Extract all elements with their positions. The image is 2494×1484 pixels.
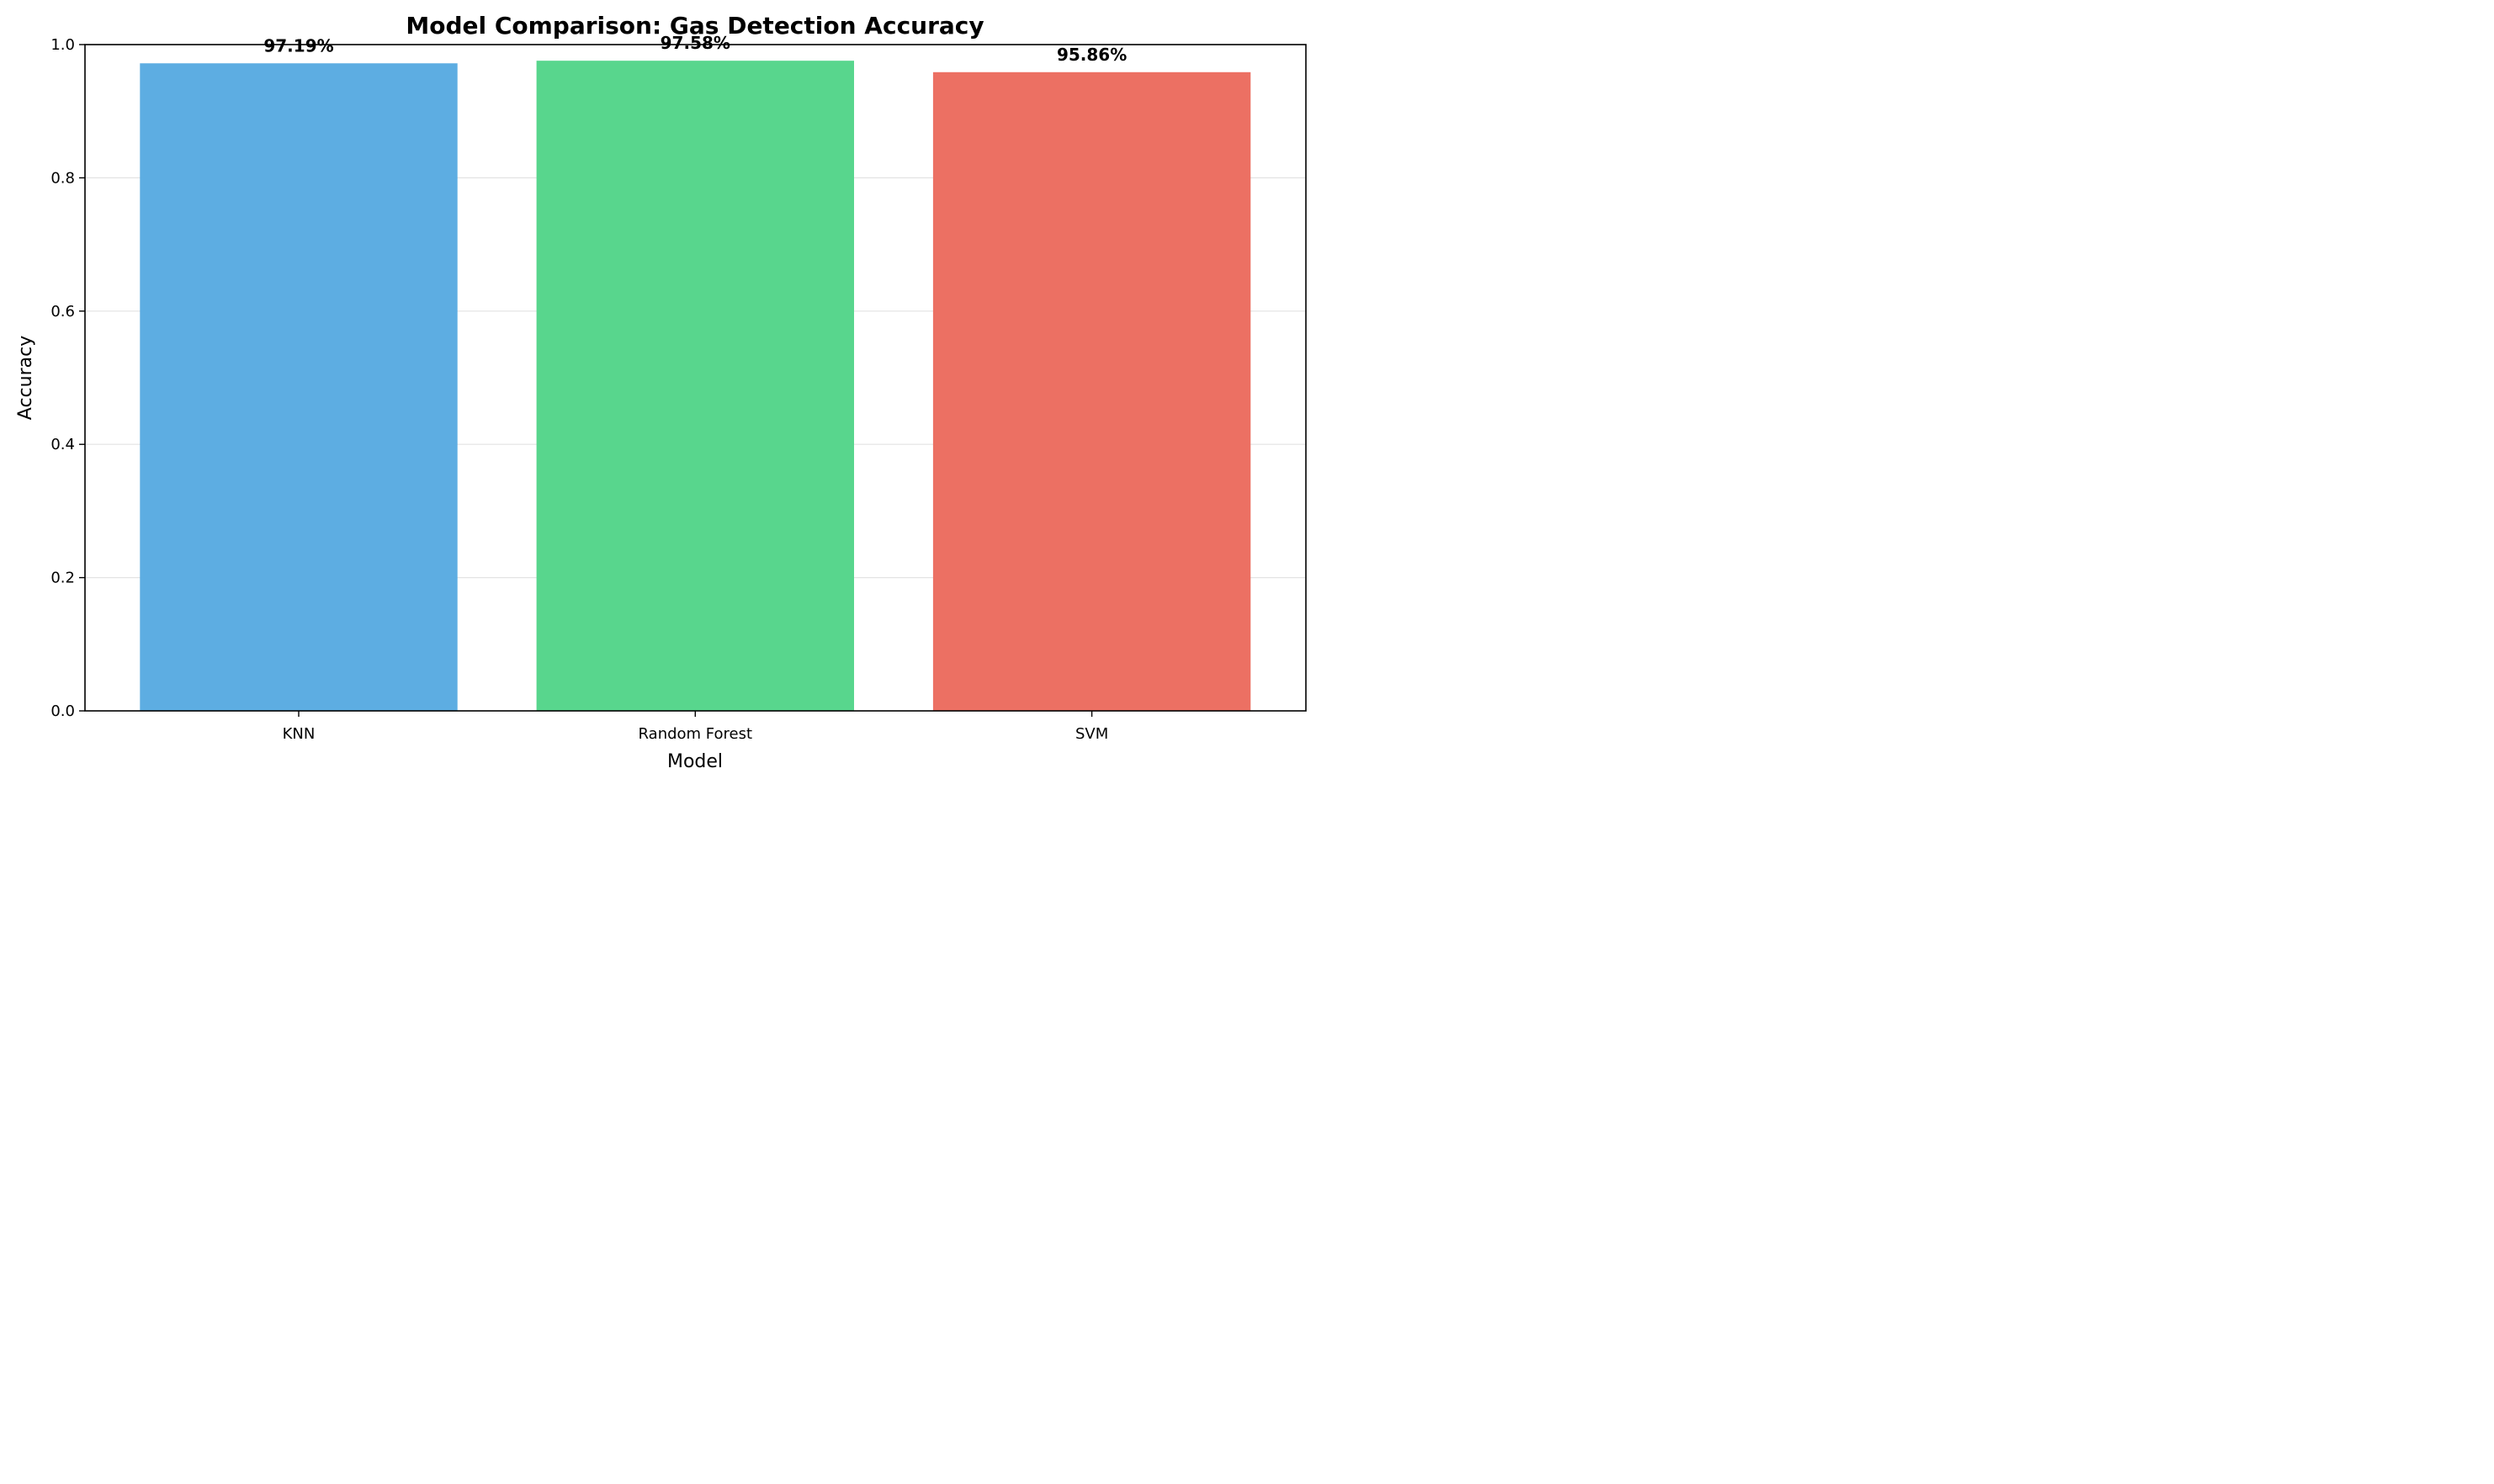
y-axis-label: Accuracy [15, 336, 36, 420]
x-axis-ticks: KNN Random Forest SVM [283, 711, 1108, 743]
x-axis-label: Model [667, 751, 723, 772]
data-label: 95.86% [1057, 45, 1127, 65]
y-axis-ticks: 0.0 0.2 0.4 0.6 0.8 1.0 [50, 36, 85, 720]
chart-container: 0.0 0.2 0.4 0.6 0.8 1.0 KNN Random Forest SVM 9… [0, 0, 1316, 777]
y-tick-label: 0.6 [50, 303, 75, 321]
y-tick-label: 1.0 [50, 36, 75, 54]
y-tick-label: 0.0 [50, 702, 75, 720]
bar-knn [140, 63, 458, 712]
data-labels: 97.19% 97.58% 95.86% [263, 33, 1127, 65]
x-tick-label: SVM [1075, 725, 1108, 743]
y-tick-label: 0.4 [50, 436, 75, 453]
bars [140, 61, 1251, 712]
data-label: 97.19% [263, 35, 333, 56]
chart-title: Model Comparison: Gas Detection Accuracy [406, 12, 984, 40]
bar-chart: 0.0 0.2 0.4 0.6 0.8 1.0 KNN Random Forest SVM 9… [15, 12, 1307, 772]
x-tick-label: KNN [283, 725, 316, 743]
data-label: 97.58% [661, 33, 730, 53]
y-tick-label: 0.2 [50, 570, 75, 587]
bar-svm [932, 72, 1251, 711]
x-tick-label: Random Forest [639, 725, 752, 743]
y-tick-label: 0.8 [50, 169, 75, 187]
bar-random-forest [536, 61, 854, 712]
